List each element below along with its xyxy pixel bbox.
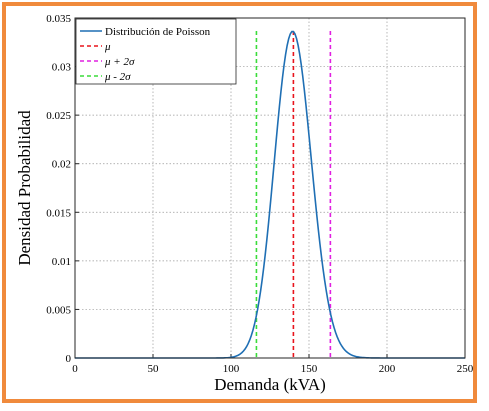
plot-border	[74, 17, 466, 359]
y-tick-label: 0.005	[46, 304, 71, 316]
legend-label-mu-minus-2sigma: μ - 2σ	[104, 71, 131, 83]
y-tick-label: 0.03	[52, 62, 72, 74]
legend-label-mu-plus-2sigma: μ + 2σ	[104, 56, 135, 68]
y-tick-label: 0	[66, 353, 72, 365]
x-tick-label: 250	[457, 363, 474, 375]
legend-label-poisson: Distribución de Poisson	[105, 26, 211, 38]
y-tick-label: 0.015	[46, 207, 71, 219]
x-axis-ticks: 0 50 100 150 200 250	[72, 354, 474, 375]
reference-lines	[255, 31, 332, 358]
y-tick-label: 0.01	[52, 256, 71, 268]
y-tick-label: 0.035	[46, 13, 71, 25]
legend-box	[75, 18, 237, 85]
x-axis-label: Demanda (kVA)	[214, 375, 326, 394]
legend-label-mu: μ	[104, 41, 111, 53]
y-tick-label: 0.02	[52, 159, 71, 171]
x-tick-label: 0	[72, 363, 78, 375]
x-tick-label: 50	[148, 363, 160, 375]
y-axis-ticks: 0 0.005 0.01 0.015 0.02 0.025 0.03 0.035	[46, 13, 79, 365]
legend: Distribución de Poisson μ μ + 2σ μ - 2σ	[75, 18, 237, 85]
x-tick-label: 200	[379, 363, 396, 375]
x-tick-label: 100	[223, 363, 240, 375]
y-tick-label: 0.025	[46, 110, 71, 122]
x-tick-label: 150	[301, 363, 318, 375]
y-axis-label: Densidad Probabilidad	[15, 110, 34, 266]
